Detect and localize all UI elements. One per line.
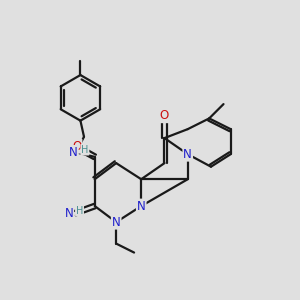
Text: N: N bbox=[112, 216, 121, 229]
Text: O: O bbox=[160, 109, 169, 122]
Text: H: H bbox=[76, 206, 83, 215]
Text: N: N bbox=[137, 200, 146, 212]
Text: N: N bbox=[183, 148, 192, 161]
Text: H: H bbox=[81, 145, 88, 155]
Text: N: N bbox=[64, 207, 73, 220]
Text: O: O bbox=[72, 140, 82, 153]
Text: N: N bbox=[69, 146, 78, 159]
